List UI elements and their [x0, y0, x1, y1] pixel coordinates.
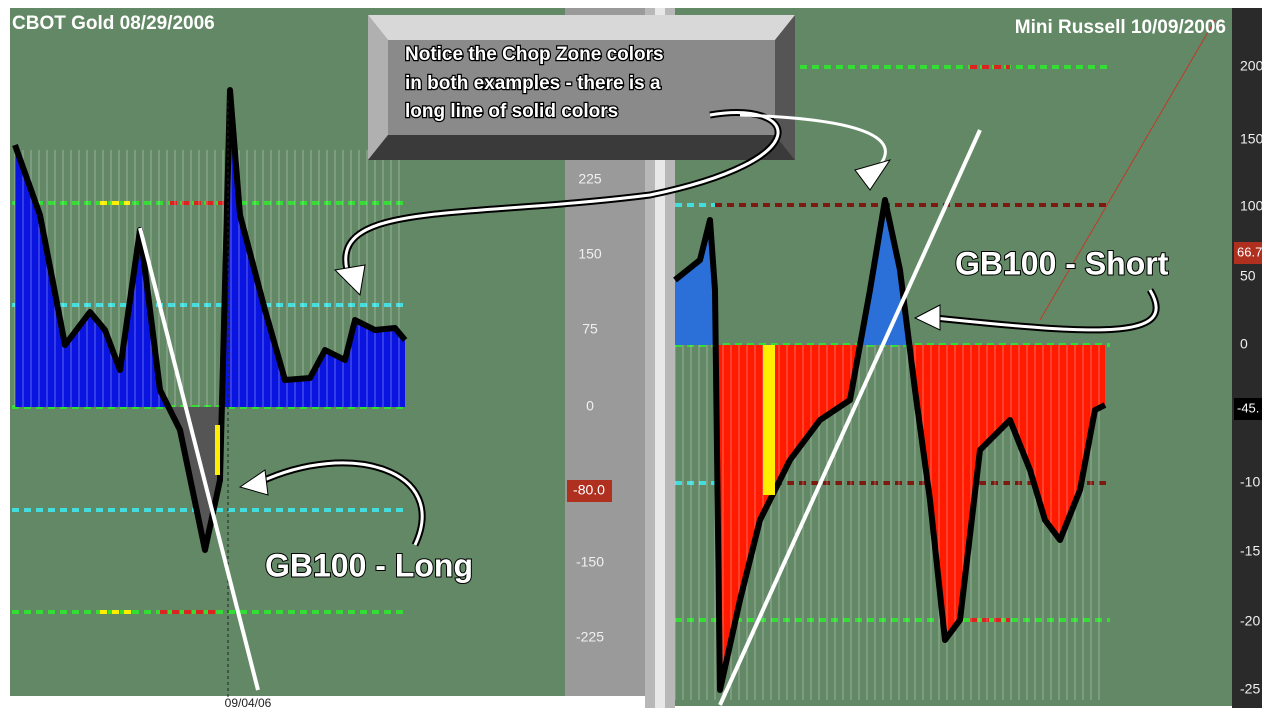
y-tick-label: 0 — [586, 398, 594, 414]
cci-line — [673, 197, 1107, 693]
divider-highlight — [655, 8, 665, 708]
y-tick-label: 0 — [1240, 336, 1248, 352]
annotation: GB100 - Short — [955, 245, 1169, 281]
area-down — [15, 407, 405, 550]
left-histogram — [12, 87, 408, 553]
marker — [763, 345, 775, 495]
right-histogram — [673, 197, 1107, 700]
y-tick-label: -225 — [576, 629, 604, 645]
y-tick-label: -10 — [1240, 474, 1260, 490]
value-box — [1234, 398, 1262, 420]
left-title: CBOT Gold 08/29/2006 — [12, 13, 215, 34]
y-tick-label: 200 — [1240, 58, 1262, 74]
right-title: Mini Russell 10/09/2006 — [1015, 17, 1226, 38]
callout-box — [368, 15, 795, 160]
y-tick-label: 150 — [578, 246, 602, 262]
value-box — [567, 480, 612, 502]
y-tick-label: -15 — [1240, 543, 1260, 559]
arrows — [238, 109, 1160, 547]
y-tick-label: 150 — [1240, 131, 1262, 147]
callout-line: long line of solid colors — [405, 101, 618, 122]
value-box — [1234, 242, 1262, 264]
callout-line: Notice the Chop Zone colors — [405, 44, 664, 65]
area-up — [675, 200, 1105, 345]
right-axis — [1232, 8, 1262, 708]
trend-line — [138, 227, 260, 691]
callout-line: in both examples - there is a — [405, 73, 661, 94]
trend-line — [718, 129, 982, 706]
price-line — [1039, 19, 1216, 321]
last-value: -45. — [1237, 400, 1259, 415]
annotation: GB100 - Long — [265, 547, 473, 583]
y-tick-label: 225 — [578, 171, 602, 187]
y-tick-label: -25 — [1240, 681, 1260, 697]
y-tick-label: 50 — [1240, 268, 1256, 284]
date-label: 09/04/06 — [225, 696, 272, 708]
y-tick-label: -150 — [576, 554, 604, 570]
y-tick-label: 75 — [582, 321, 598, 337]
marker — [215, 425, 220, 475]
cci-line — [12, 87, 408, 553]
y-tick-label: 100 — [1240, 198, 1262, 214]
current-value: 66.7 — [1237, 244, 1262, 259]
area-up — [15, 90, 405, 407]
y-tick-label: -20 — [1240, 613, 1260, 629]
current-value: -80.0 — [573, 482, 605, 498]
